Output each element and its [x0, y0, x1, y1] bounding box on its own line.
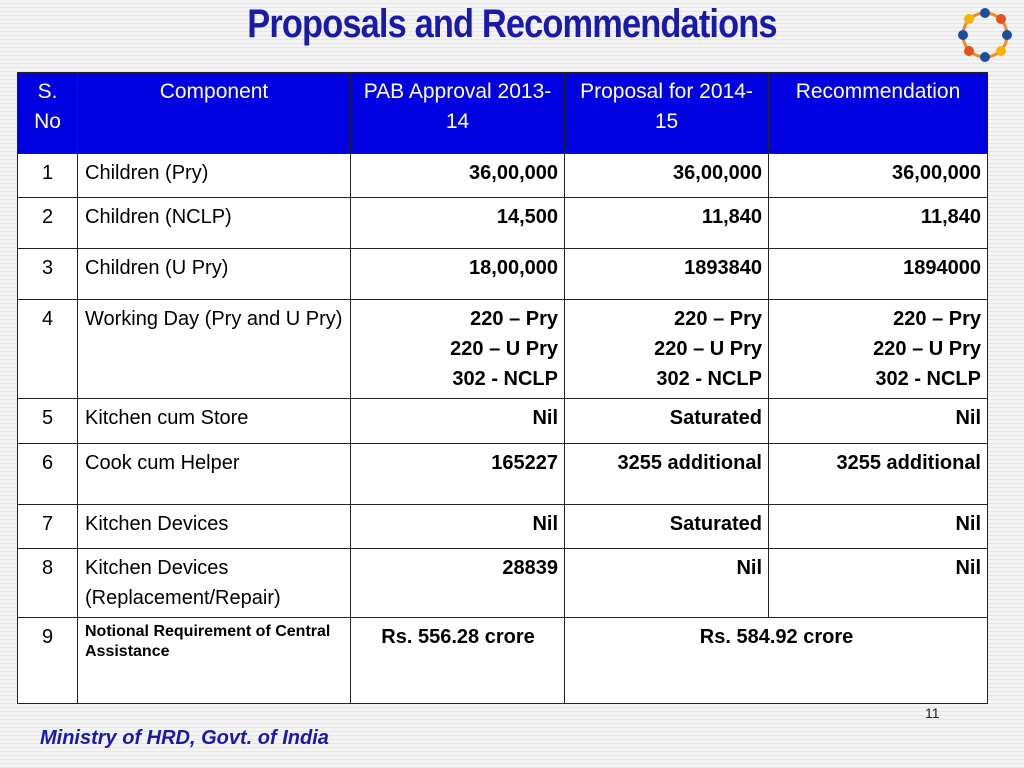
table-cell: 36,00,000 — [768, 153, 988, 198]
table-cell: Kitchen cum Store — [77, 398, 351, 444]
cell-line: 220 – U Pry — [873, 338, 981, 360]
cell-line: 220 – Pry — [470, 308, 558, 330]
data-table: S. No Component PAB Approval 2013-14 Propos… — [17, 72, 988, 704]
table-cell: 36,00,000 — [564, 153, 769, 198]
table-cell: Children (NCLP) — [77, 197, 351, 249]
table-cell: 5 — [17, 398, 78, 444]
table-row: 9 Notional Requirement of Central Assista… — [17, 617, 988, 704]
table-cell: 28839 — [350, 548, 565, 618]
table-cell: Nil — [768, 504, 988, 549]
footer-text: Ministry of HRD, Govt. of India — [40, 727, 329, 749]
table-cell: Saturated — [564, 504, 769, 549]
cell-line: 302 - NCLP — [656, 368, 762, 390]
cell-line: 220 – Pry — [893, 308, 981, 330]
table-cell: Working Day (Pry and U Pry) — [77, 299, 351, 399]
table-cell: Kitchen Devices — [77, 504, 351, 549]
column-header: Proposal for 2014-15 — [564, 72, 769, 154]
table-cell: 3255 additional — [564, 443, 769, 505]
table-cell: Notional Requirement of Central Assistan… — [77, 617, 351, 704]
table-cell: 1893840 — [564, 248, 769, 300]
table-row: 1 Children (Pry) 36,00,000 36,00,000 36,00,0… — [17, 153, 988, 198]
column-header: S. No — [17, 72, 78, 154]
table-cell: Kitchen Devices (Replacement/Repair) — [77, 548, 351, 618]
table-cell: Rs. 556.28 crore — [350, 617, 565, 704]
table-cell: 1 — [17, 153, 78, 198]
table-row: 5 Kitchen cum Store Nil Saturated Nil — [17, 398, 988, 444]
table-cell: Children (U Pry) — [77, 248, 351, 300]
table-cell: 220 – Pry 220 – U Pry 302 - NCLP — [564, 299, 769, 399]
table-cell: 8 — [17, 548, 78, 618]
column-header: Component — [77, 72, 351, 154]
table-cell: 18,00,000 — [350, 248, 565, 300]
table-cell: 220 – Pry 220 – U Pry 302 - NCLP — [768, 299, 988, 399]
table-cell: Children (Pry) — [77, 153, 351, 198]
table-row: 2 Children (NCLP) 14,500 11,840 11,840 — [17, 197, 988, 249]
table-cell: 36,00,000 — [350, 153, 565, 198]
table-row: 4 Working Day (Pry and U Pry) 220 – Pry 220… — [17, 299, 988, 399]
logo — [958, 8, 1012, 62]
table-cell: 11,840 — [564, 197, 769, 249]
table-cell: 9 — [17, 617, 78, 704]
cell-line: 220 – U Pry — [450, 338, 558, 360]
cell-line: 220 – Pry — [674, 308, 762, 330]
table-row: 7 Kitchen Devices Nil Saturated Nil — [17, 504, 988, 549]
table-cell: 220 – Pry 220 – U Pry 302 - NCLP — [350, 299, 565, 399]
table-cell: 2 — [17, 197, 78, 249]
cell-line: 302 - NCLP — [875, 368, 981, 390]
table-cell: 1894000 — [768, 248, 988, 300]
table-row: 3 Children (U Pry) 18,00,000 1893840 1894000 — [17, 248, 988, 300]
cell-line: 220 – U Pry — [654, 338, 762, 360]
cell-line: 302 - NCLP — [452, 368, 558, 390]
table-cell: 165227 — [350, 443, 565, 505]
table-cell: Saturated — [564, 398, 769, 444]
column-header: Recommendation — [768, 72, 988, 154]
table-row: 8 Kitchen Devices (Replacement/Repair) 288… — [17, 548, 988, 618]
table-cell: Nil — [768, 398, 988, 444]
table-cell: Nil — [768, 548, 988, 618]
table-cell: 3255 additional — [768, 443, 988, 505]
column-header: PAB Approval 2013-14 — [350, 72, 565, 154]
table-cell: 7 — [17, 504, 78, 549]
table-cell: 3 — [17, 248, 78, 300]
table-cell: 4 — [17, 299, 78, 399]
table-cell: 14,500 — [350, 197, 565, 249]
table-cell: Nil — [350, 398, 565, 444]
table-cell: 6 — [17, 443, 78, 505]
slide-title: Proposals and Recommendations — [247, 2, 777, 46]
table-cell: Rs. 584.92 crore — [564, 617, 988, 704]
header-row: S. No Component PAB Approval 2013-14 Propos… — [17, 72, 988, 154]
table-cell: Cook cum Helper — [77, 443, 351, 505]
table-cell: Nil — [564, 548, 769, 618]
page-number: 11 — [925, 705, 940, 721]
table-row: 6 Cook cum Helper 165227 3255 additional 325… — [17, 443, 988, 505]
table-cell: 11,840 — [768, 197, 988, 249]
table-cell: Nil — [350, 504, 565, 549]
